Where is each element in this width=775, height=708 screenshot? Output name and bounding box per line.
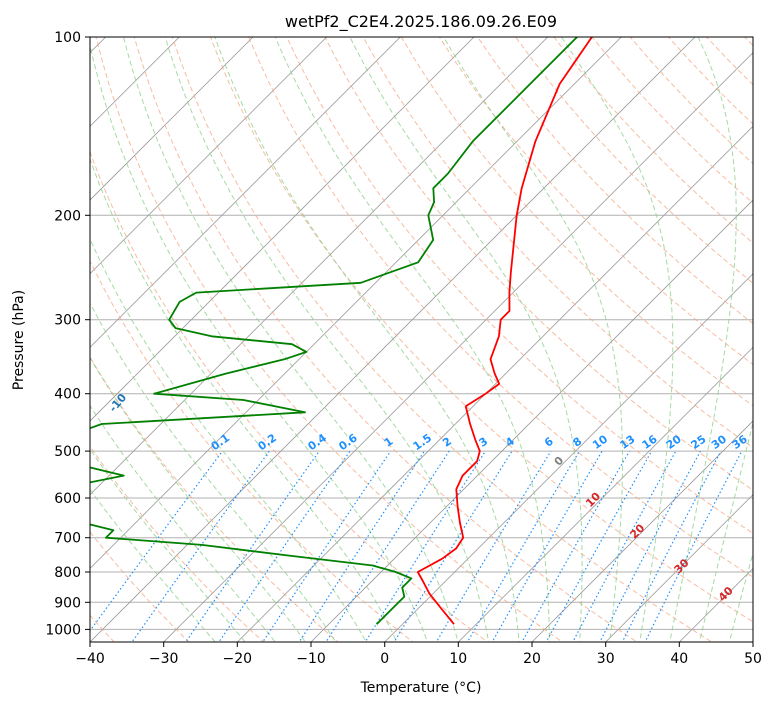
moist-adiabat-36 xyxy=(560,37,674,642)
y-tick-label: 200 xyxy=(54,208,81,224)
dry-adiabat-20 xyxy=(95,37,564,642)
isotherm-10 xyxy=(457,346,753,642)
background-lines xyxy=(90,37,753,642)
isotherm-30 xyxy=(605,494,753,642)
y-tick-label: 400 xyxy=(54,387,81,403)
x-tick-label: 50 xyxy=(744,651,762,667)
y-axis-label: Pressure (hPa) xyxy=(11,290,27,390)
chart-title: wetPf2_C2E4.2025.186.09.26.E09 xyxy=(285,12,557,32)
moist-adiabat-8 xyxy=(90,43,429,642)
moist-adiabat-20 xyxy=(214,37,520,642)
isotherm--100 xyxy=(90,37,254,201)
isotherm-20 xyxy=(531,420,753,642)
mixing-ratio-line-16 xyxy=(545,450,653,642)
moist-adiabat-32 xyxy=(442,37,623,642)
moist-adiabat--4 xyxy=(90,302,337,642)
moist-adiabat-48 xyxy=(728,551,753,642)
y-tick-label: 600 xyxy=(54,491,81,507)
x-tick-label: 0 xyxy=(380,651,389,667)
x-tick-label: −10 xyxy=(296,651,326,667)
x-tick-label: −20 xyxy=(223,651,253,667)
y-axis: 100 200 300 400 500 600 700 800 900 1000 xyxy=(45,30,90,638)
y-tick-label: 800 xyxy=(54,565,81,581)
moist-adiabat-24 xyxy=(274,37,550,642)
moist-adiabat--16 xyxy=(90,448,246,642)
dry-adiabat-60 xyxy=(248,37,753,578)
y-tick-label: 1000 xyxy=(45,622,81,638)
y-tick-label: 300 xyxy=(54,313,81,329)
moist-adiabat-12 xyxy=(123,37,459,642)
mixing-ratio-line-6 xyxy=(435,450,552,642)
x-tick-label: 40 xyxy=(670,651,688,667)
moist-adiabat-44 xyxy=(699,421,753,642)
dry-adiabat-0 xyxy=(90,259,414,642)
dry-adiabat--10 xyxy=(90,356,339,642)
mixing-ratio-line-2 xyxy=(325,450,450,642)
moist-adiabat--12 xyxy=(90,404,276,642)
mixing-ratio-line-4 xyxy=(393,450,513,642)
x-tick-label: 20 xyxy=(523,651,541,667)
y-tick-label: 100 xyxy=(54,30,81,46)
moist-adiabat--20 xyxy=(90,488,216,642)
dry-adiabat-100 xyxy=(400,37,753,407)
isotherm--70 xyxy=(90,37,475,422)
isotherm--80 xyxy=(90,37,401,348)
x-tick-label: −40 xyxy=(75,651,105,667)
x-tick-label: 30 xyxy=(597,651,615,667)
x-axis-label: Temperature (°C) xyxy=(360,680,482,696)
x-axis: −40 −30 −20 −10 0 10 20 30 40 50 xyxy=(75,642,762,667)
temperature-line xyxy=(416,37,593,625)
x-tick-label: 10 xyxy=(449,651,467,667)
mixing-ratio-line-20 xyxy=(572,450,677,642)
moist-adiabat-4 xyxy=(90,157,398,642)
mixing-ratio-line-25 xyxy=(599,450,702,642)
mixing-ratio-line-8 xyxy=(466,450,580,642)
moist-adiabat-16 xyxy=(164,37,490,642)
mixing-ratio-line-10 xyxy=(491,450,603,642)
isotherm--50 xyxy=(90,37,622,569)
isotherm-0 xyxy=(384,273,753,642)
plot-background xyxy=(90,37,753,642)
dry-adiabat-110 xyxy=(438,37,753,366)
y-tick-label: 900 xyxy=(54,595,81,611)
isotherm--90 xyxy=(90,37,328,275)
mixing-ratio-line-3 xyxy=(364,450,486,642)
dry-adiabat-10 xyxy=(90,150,489,642)
dry-adiabat-80 xyxy=(324,37,753,491)
isotherm--30 xyxy=(163,52,753,642)
plot-frame xyxy=(89,36,754,643)
moist-adiabat-28 xyxy=(349,37,583,642)
x-tick-label: −30 xyxy=(149,651,179,667)
moist-adiabat--8 xyxy=(90,356,307,642)
moist-adiabat-0 xyxy=(90,237,367,642)
isotherm--10 xyxy=(310,199,753,642)
dry-adiabat-70 xyxy=(286,37,753,534)
mixing-ratio-line-0.6 xyxy=(218,450,351,642)
dewpoint-line xyxy=(90,37,578,625)
dry-adiabat--30 xyxy=(90,531,190,642)
mixing-ratio-line-1.5 xyxy=(298,450,425,642)
dry-adiabat-40 xyxy=(171,37,713,642)
mixing-ratio-line-1 xyxy=(262,450,392,642)
sounding-series xyxy=(90,37,593,625)
mixing-ratio-line-0.2 xyxy=(131,450,270,642)
y-tick-label: 700 xyxy=(54,531,81,547)
y-tick-label: 500 xyxy=(54,444,81,460)
moist-adiabat-40 xyxy=(669,37,737,642)
